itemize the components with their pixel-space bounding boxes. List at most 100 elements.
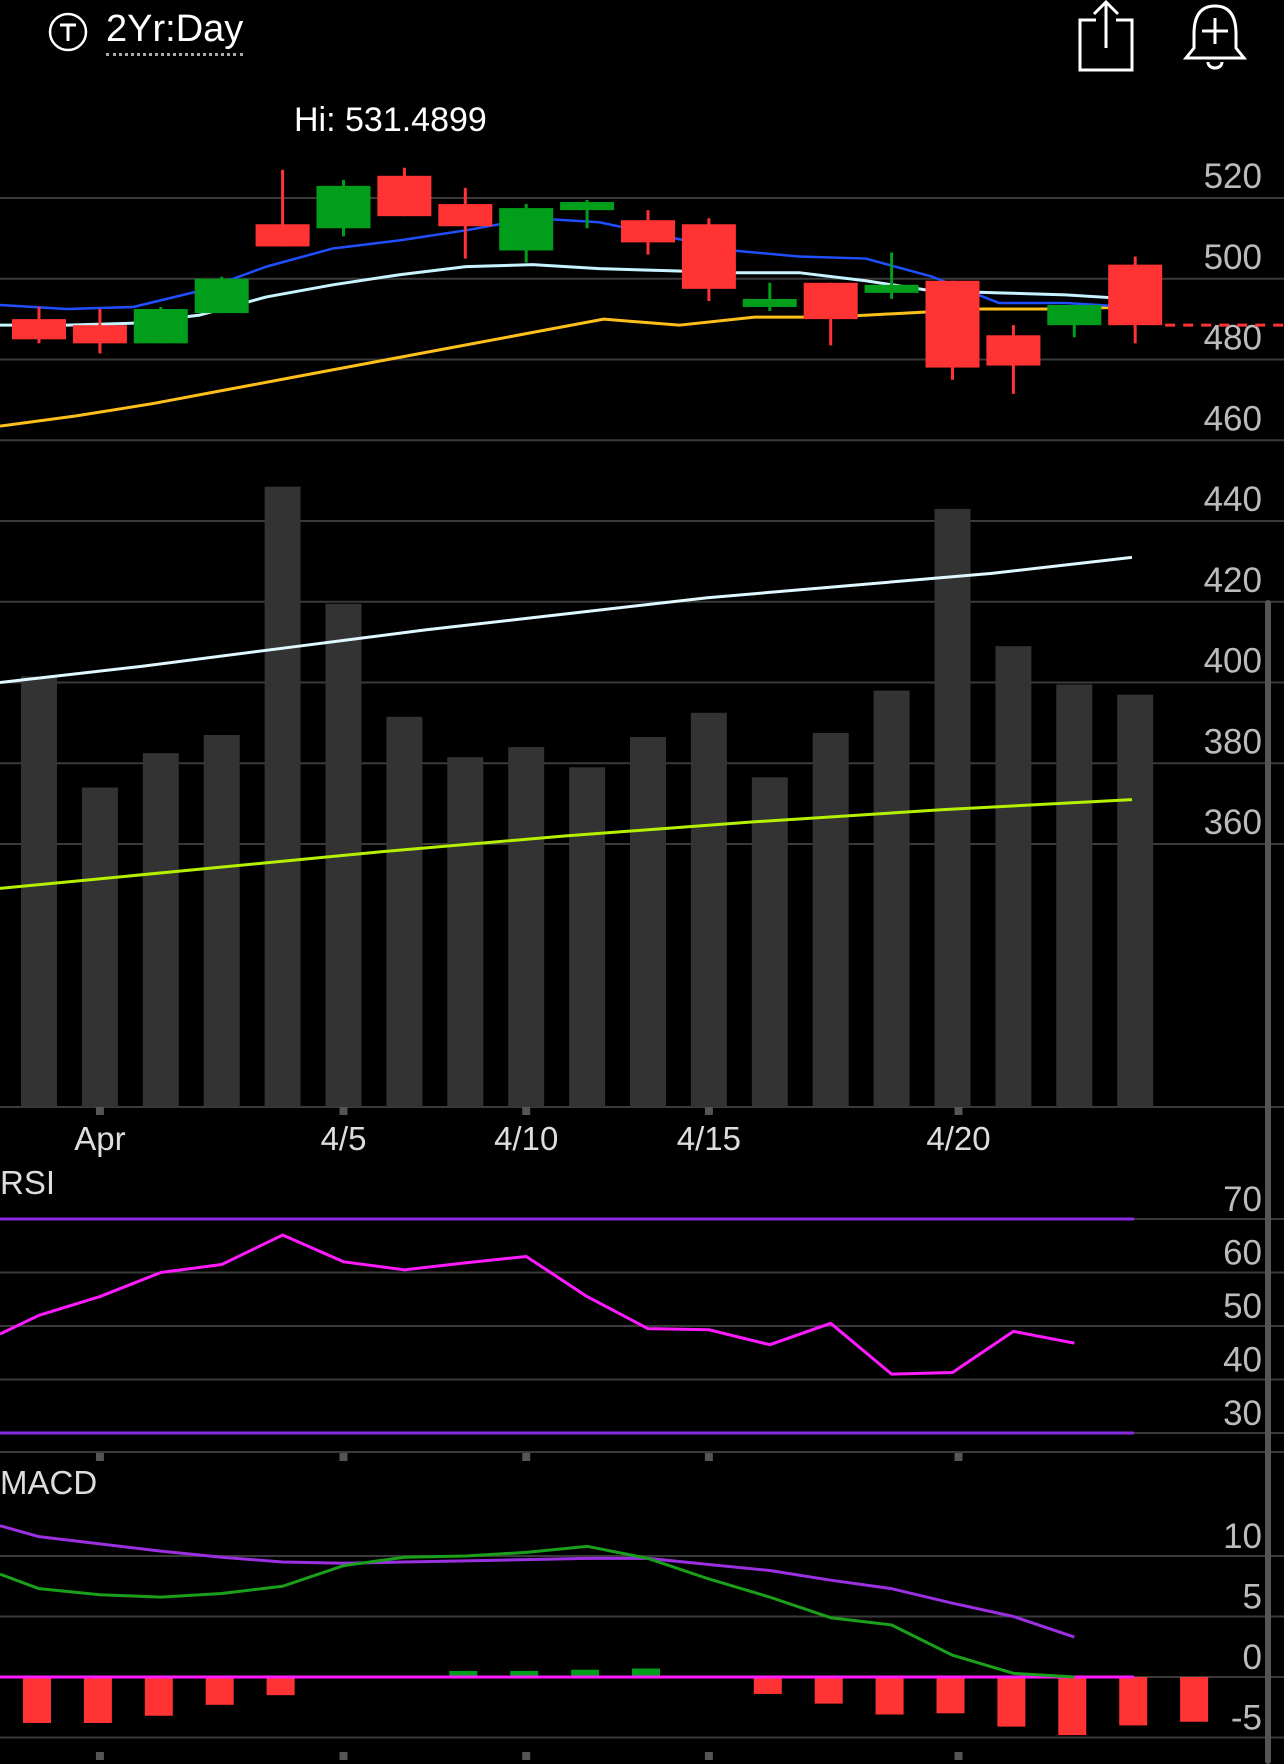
x-tick-mark [954, 1752, 963, 1760]
x-tick-mark [339, 1453, 348, 1461]
x-tick-label: Apr [74, 1120, 125, 1157]
rsi-tick-label: 40 [1223, 1341, 1262, 1380]
macd-hist-bar-down [936, 1677, 965, 1714]
share-icon[interactable] [1074, 0, 1138, 72]
macd-hist-bar-up [632, 1668, 660, 1677]
rsi-line [0, 1233, 1075, 1376]
volume-bar [81, 787, 118, 1107]
x-tick-mark [522, 1752, 531, 1760]
macd-tick-label: 10 [1223, 1517, 1262, 1556]
candle-up [133, 309, 188, 344]
candle-up [1047, 304, 1102, 326]
macd-hist-bar-down [1058, 1677, 1087, 1736]
period-selector[interactable]: 2Yr:Day [106, 8, 244, 56]
x-tick-mark [522, 1107, 531, 1115]
volume-bar [1056, 684, 1093, 1107]
y-tick-label: 520 [1204, 157, 1262, 196]
x-tick-mark [339, 1752, 348, 1760]
volume-bar [203, 734, 240, 1107]
macd-hist-bar-up [510, 1670, 539, 1677]
volume-bar [386, 716, 423, 1107]
scrollbar[interactable] [1265, 600, 1271, 1764]
chart-header: 2Yr:Day [0, 0, 1284, 90]
macd-tick-label: -5 [1231, 1699, 1262, 1738]
candle-down [377, 175, 432, 217]
candle-down [1108, 264, 1163, 326]
macd-hist-bar-down [997, 1677, 1026, 1727]
x-tick-mark [95, 1107, 104, 1115]
candle-down [255, 224, 310, 247]
y-tick-label: 380 [1204, 722, 1262, 761]
volume-bar [21, 676, 57, 1107]
candle-up [316, 185, 371, 229]
macd-hist-bar-down [266, 1677, 295, 1696]
candle-down [925, 280, 980, 368]
x-tick-label: 4/10 [494, 1120, 558, 1157]
x-tick-mark [704, 1453, 713, 1461]
macd-line [0, 1544, 1075, 1679]
rsi-tick-label: 70 [1223, 1180, 1262, 1219]
volume-bar [264, 486, 301, 1107]
y-tick-label: 500 [1204, 238, 1262, 277]
candle-up [194, 278, 249, 314]
volume-bar [1117, 694, 1154, 1107]
macd-hist-bar-down [1180, 1677, 1209, 1722]
candle-down [803, 282, 858, 320]
y-tick-label: 420 [1204, 561, 1262, 600]
y-tick-label: 400 [1204, 642, 1262, 681]
macd-hist-bar-down [753, 1677, 782, 1694]
candle-up [560, 202, 615, 211]
volume-bar [447, 757, 484, 1107]
volume-bar [995, 646, 1032, 1107]
x-tick-mark [954, 1453, 963, 1461]
macd-signal-line [0, 1524, 1075, 1639]
candle-up [864, 284, 919, 293]
y-tick-label: 480 [1204, 319, 1262, 358]
volume-bar [812, 732, 849, 1107]
bell-plus-icon[interactable] [1182, 0, 1248, 72]
volume-bar [569, 767, 606, 1107]
macd-hist-bar-down [23, 1677, 51, 1723]
macd-tick-label: 0 [1243, 1638, 1262, 1677]
volume-bar [142, 753, 179, 1107]
candle-up [499, 208, 554, 251]
macd-title: MACD [0, 1464, 97, 1501]
macd-hist-bar-down [814, 1677, 843, 1704]
x-tick-mark [704, 1752, 713, 1760]
candle-down [621, 220, 675, 243]
macd-hist-bar-down [83, 1677, 112, 1723]
volume-ma-slow-line [0, 798, 1133, 890]
y-tick-label: 360 [1204, 803, 1262, 842]
candle-down [438, 204, 493, 227]
volume-ma-fast-line [0, 555, 1133, 684]
y-tick-label: 460 [1204, 399, 1262, 438]
volume-bar [873, 690, 910, 1107]
volume-bar [690, 712, 727, 1107]
x-tick-label: 4/20 [926, 1120, 990, 1157]
macd-hist-bar-down [144, 1677, 173, 1716]
candle-up [742, 298, 797, 308]
macd-hist-bar-down [875, 1677, 904, 1715]
rsi-tick-label: 30 [1223, 1394, 1262, 1433]
x-tick-mark [704, 1107, 713, 1115]
rsi-tick-label: 50 [1223, 1287, 1262, 1326]
high-price-label: Hi: 531.4899 [294, 101, 487, 139]
rsi-title: RSI [0, 1164, 55, 1201]
candle-down [681, 224, 736, 289]
volume-bar [751, 777, 788, 1107]
volume-bar [508, 747, 545, 1107]
x-tick-mark [339, 1107, 348, 1115]
x-tick-mark [954, 1107, 963, 1115]
macd-hist-bar-up [449, 1670, 478, 1677]
t-circle-icon[interactable] [48, 12, 88, 52]
macd-tick-label: 5 [1243, 1578, 1262, 1617]
candle-down [986, 335, 1041, 366]
x-tick-label: 4/15 [677, 1120, 741, 1157]
rsi-tick-label: 60 [1223, 1234, 1262, 1273]
x-tick-mark [95, 1453, 104, 1461]
volume-bar [630, 737, 666, 1107]
y-tick-label: 440 [1204, 480, 1262, 519]
x-tick-mark [95, 1752, 104, 1760]
candle-down [72, 325, 127, 344]
